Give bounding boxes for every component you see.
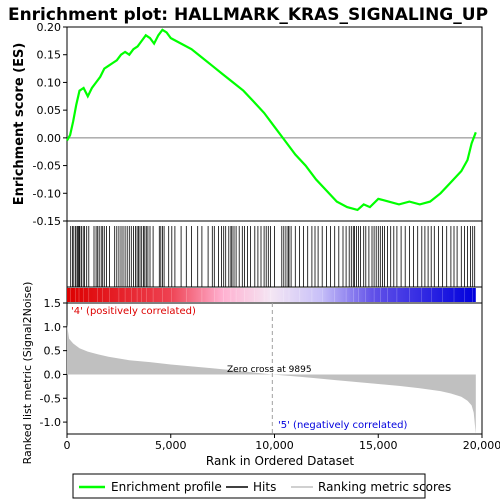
es-y-axis-label: Enrichment score (ES) <box>12 43 27 206</box>
metric-y-axis-label: Ranked list metric (Signal2Noise) <box>21 282 34 465</box>
zero-cross-label: Zero cross at 9895 <box>227 365 312 375</box>
x-tick-label: 15,000 <box>359 439 398 452</box>
x-ticks: 0 5,000 10,000 15,000 20,000 <box>64 434 500 452</box>
metric-panel: 1.5 1.0 0.5 0.0 -0.5 -1.0 '4' (positively cor… <box>21 282 483 465</box>
color-bar-stripes <box>70 288 473 302</box>
color-bar-gradient <box>67 288 476 302</box>
es-y-tick-label: -0.10 <box>33 187 61 200</box>
x-tick-label: 20,000 <box>463 439 500 452</box>
es-y-tick-label: -0.05 <box>33 160 61 173</box>
negative-correlation-label: '5' (negatively correlated) <box>278 420 407 431</box>
x-axis: 0 5,000 10,000 15,000 20,000 Rank in Ordered… <box>64 434 500 468</box>
chart-title: Enrichment plot: HALLMARK_KRAS_SIGNALING… <box>8 5 488 25</box>
es-y-tick-label: 0.20 <box>37 21 62 34</box>
es-y-tick-label: 0.05 <box>37 104 62 117</box>
x-tick-label: 10,000 <box>255 439 294 452</box>
hits-panel <box>66 220 483 288</box>
ranking-metric-area <box>67 324 476 434</box>
es-panel-frame <box>66 26 483 222</box>
es-panel: 0.20 0.15 0.10 0.05 0.00 -0.05 -0.10 -0.15 Enri… <box>12 21 483 228</box>
legend-metric-label: Ranking metric scores <box>318 480 451 494</box>
positive-correlation-label: '4' (positively correlated) <box>71 306 196 317</box>
es-y-tick-label: 0.15 <box>37 49 62 62</box>
es-y-tick-label: 0.00 <box>37 132 62 145</box>
metric-y-tick-label: -0.5 <box>40 392 61 405</box>
x-tick-label: 5,000 <box>155 439 187 452</box>
metric-y-tick-label: 0.0 <box>44 368 62 381</box>
metric-y-ticks: 1.5 1.0 0.5 0.0 -0.5 -1.0 <box>40 297 67 429</box>
es-y-ticks: 0.20 0.15 0.10 0.05 0.00 -0.05 -0.10 -0.15 <box>33 21 67 228</box>
x-tick-label: 0 <box>64 439 71 452</box>
metric-y-tick-label: 1.5 <box>44 297 62 310</box>
metric-y-tick-label: -1.0 <box>40 416 61 429</box>
legend-box <box>72 473 426 499</box>
rank-color-bar <box>66 286 483 304</box>
legend-enrichment-label: Enrichment profile <box>111 480 222 494</box>
hit-lines <box>70 226 476 287</box>
legend: Enrichment profile Hits Ranking metric s… <box>72 473 451 499</box>
metric-y-tick-label: 0.5 <box>44 345 62 358</box>
es-y-tick-label: 0.10 <box>37 76 62 89</box>
es-y-tick-label: -0.15 <box>33 215 61 228</box>
metric-y-tick-label: 1.0 <box>44 321 62 334</box>
legend-hits-label: Hits <box>253 480 276 494</box>
enrichment-profile-line <box>66 28 477 212</box>
x-axis-label: Rank in Ordered Dataset <box>206 454 354 468</box>
